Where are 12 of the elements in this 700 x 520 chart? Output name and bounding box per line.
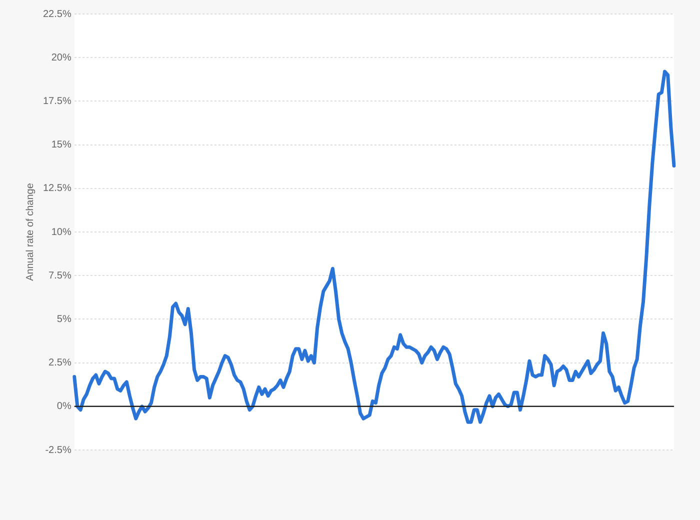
y-axis-title: Annual rate of change — [24, 182, 36, 281]
y-tick-label: -2.5% — [45, 444, 72, 456]
y-tick-label: 20% — [51, 52, 72, 64]
y-tick-label: 12.5% — [42, 183, 72, 194]
y-tick-label: 0% — [56, 401, 72, 412]
y-tick-label: 5% — [56, 314, 72, 325]
y-tick-label: 17.5% — [42, 96, 72, 107]
y-tick-label: 15% — [51, 140, 72, 151]
y-tick-label: 22.5% — [42, 8, 72, 20]
y-tick-label: 10% — [51, 226, 72, 238]
y-tick-label: 7.5% — [48, 270, 72, 282]
y-tick-label: 2.5% — [48, 358, 72, 369]
